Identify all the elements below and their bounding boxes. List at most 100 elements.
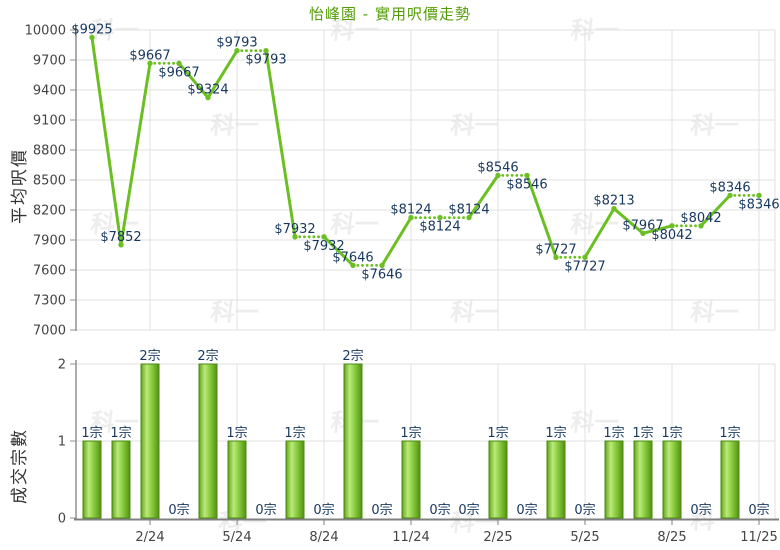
price-data-point[interactable]: [698, 223, 704, 229]
transaction-count-label: 1宗: [632, 425, 653, 441]
transaction-bar[interactable]: [720, 440, 740, 519]
price-data-point[interactable]: [321, 234, 327, 240]
price-ytick-label: 9700: [33, 54, 66, 69]
price-data-point[interactable]: [466, 214, 472, 221]
price-line-segment: [583, 207, 616, 259]
transaction-count-label: 0宗: [255, 502, 276, 518]
price-value-label: $8124: [448, 203, 489, 218]
price-value-label: $7727: [564, 259, 605, 274]
transaction-count-label: 1宗: [81, 425, 102, 441]
transaction-count-label: 2宗: [342, 348, 363, 364]
transaction-count-label: 0宗: [574, 502, 595, 518]
transaction-bar[interactable]: [227, 440, 247, 519]
date-xtick-label: 2/25: [483, 530, 512, 545]
price-value-label: $8546: [477, 160, 518, 175]
count-ytick-label: 2: [58, 358, 66, 373]
price-line-segment: [467, 173, 500, 220]
price-data-point[interactable]: [263, 48, 269, 54]
price-value-label: $9667: [158, 65, 199, 80]
transaction-count-label: 0宗: [429, 502, 450, 518]
price-data-point[interactable]: [524, 172, 530, 179]
price-line-segment: [380, 216, 413, 267]
price-ytick-label: 8200: [33, 204, 66, 219]
transaction-bar[interactable]: [285, 440, 305, 519]
transaction-bar[interactable]: [401, 440, 421, 519]
price-data-point[interactable]: [205, 94, 211, 101]
transaction-count-label: 0宗: [748, 502, 769, 518]
transaction-bar[interactable]: [111, 440, 131, 519]
transaction-count-label: 0宗: [313, 502, 334, 518]
price-value-label: $9793: [245, 53, 286, 68]
price-data-point[interactable]: [408, 214, 414, 221]
price-ytick-label: 8800: [33, 144, 66, 159]
price-ytick-label: 7900: [33, 234, 66, 249]
date-xtick-label: 2/24: [135, 530, 164, 545]
price-data-point[interactable]: [379, 262, 385, 269]
transaction-bar[interactable]: [488, 440, 508, 519]
price-line-segment: [699, 193, 732, 228]
price-data-point[interactable]: [727, 192, 733, 199]
price-ytick-label: 9100: [33, 114, 66, 129]
transaction-count-label: 1宗: [545, 425, 566, 441]
transaction-bar[interactable]: [198, 363, 218, 519]
price-data-point[interactable]: [611, 206, 617, 212]
transaction-bar[interactable]: [82, 440, 102, 519]
price-ytick-label: 7600: [33, 264, 66, 279]
price-data-point[interactable]: [756, 192, 762, 199]
price-ytick-label: 7300: [33, 294, 66, 309]
price-value-label: $7932: [303, 239, 344, 254]
date-xtick-label: 5/25: [570, 530, 599, 545]
transaction-bar[interactable]: [140, 363, 160, 519]
transaction-count-label: 1宗: [110, 425, 131, 441]
transaction-bar[interactable]: [633, 440, 653, 519]
price-value-label: $9925: [71, 23, 112, 38]
price-value-label: $7852: [100, 230, 141, 245]
date-xtick-label: 11/25: [740, 530, 777, 545]
transaction-count-label: 1宗: [661, 425, 682, 441]
price-data-point[interactable]: [437, 214, 443, 221]
transaction-bar-series: 1宗 1宗 2宗 0宗 2宗 1宗 0宗 1宗 0宗 2宗 0宗 1宗 0宗 0宗 1宗 0宗 1宗 0宗 1宗 1宗…: [81, 348, 770, 519]
price-value-label: $7646: [361, 267, 402, 282]
transaction-bar[interactable]: [604, 440, 624, 519]
price-data-point[interactable]: [147, 60, 153, 66]
chart-title: 怡峰園 - 實用呎價走勢: [309, 5, 471, 23]
price-data-point[interactable]: [495, 172, 501, 179]
price-data-point[interactable]: [234, 48, 240, 54]
price-line-segment: [612, 207, 645, 235]
price-line-segment: [264, 49, 297, 239]
price-value-label: $7967: [622, 218, 663, 233]
price-value-label: $8213: [593, 194, 634, 209]
price-data-point[interactable]: [292, 234, 298, 240]
price-line-segment: [525, 173, 558, 259]
transaction-count-label: 1宗: [226, 425, 247, 441]
price-data-point[interactable]: [176, 60, 182, 66]
date-xtick-label: 5/24: [222, 530, 251, 545]
price-line-segment: [119, 61, 152, 247]
price-data-point[interactable]: [118, 242, 124, 248]
price-data-point[interactable]: [640, 230, 646, 236]
date-xtick-label: 8/25: [657, 530, 686, 545]
price-data-point[interactable]: [350, 262, 356, 269]
date-xtick-label: 8/24: [309, 530, 338, 545]
transaction-bar[interactable]: [546, 440, 566, 519]
count-ytick-label: 0: [58, 512, 66, 527]
transaction-bar[interactable]: [343, 363, 363, 519]
transaction-count-label: 2宗: [197, 348, 218, 364]
price-value-label: $8346: [738, 197, 779, 212]
price-value-label: $8346: [709, 180, 750, 195]
price-data-point[interactable]: [553, 254, 559, 260]
price-data-point[interactable]: [89, 34, 95, 41]
price-value-label: $8124: [390, 203, 431, 218]
price-value-label: $8124: [419, 220, 460, 235]
price-data-point[interactable]: [582, 254, 588, 260]
price-value-label: $9667: [129, 48, 170, 63]
transaction-count-label: 0宗: [168, 502, 189, 518]
price-line-series: $9925 $7852 $9667 $9667 $9324 $9793 $9793 $7932…: [71, 23, 779, 283]
transaction-count-label: 2宗: [139, 348, 160, 364]
transaction-bar[interactable]: [662, 440, 682, 519]
price-data-point[interactable]: [669, 223, 675, 229]
transaction-count-label: 1宗: [284, 425, 305, 441]
transaction-count-label: 0宗: [690, 502, 711, 518]
